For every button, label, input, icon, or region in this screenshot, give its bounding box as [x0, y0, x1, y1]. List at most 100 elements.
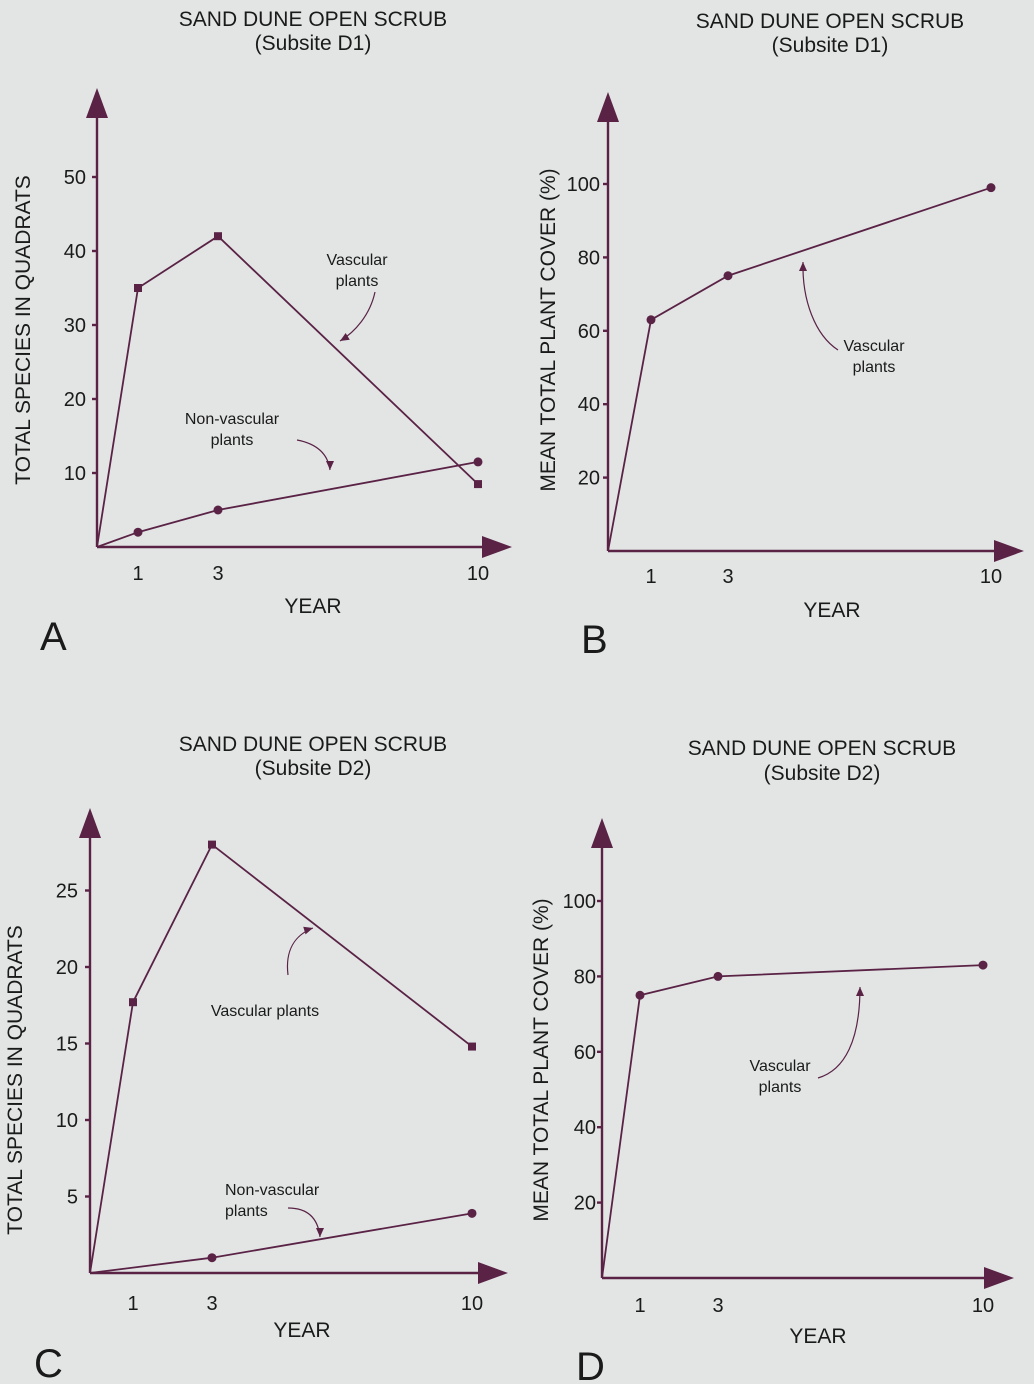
annotation-line: plants: [759, 1079, 802, 1096]
y-tick-label: 40: [578, 394, 600, 416]
x-axis-label: YEAR: [803, 599, 860, 622]
annotation-line: Vascular: [326, 252, 388, 269]
y-tick-label: 100: [563, 891, 596, 913]
data-point: [986, 183, 996, 193]
x-tick-label: 10: [972, 1295, 994, 1317]
series-non-vascular-plants: [89, 1208, 477, 1274]
x-axis-label: YEAR: [284, 595, 341, 618]
data-point: [134, 284, 142, 292]
series-vascular-plants: [96, 232, 482, 548]
panel-letter: B: [581, 618, 608, 662]
series-line: [601, 964, 984, 1279]
data-point: [635, 990, 645, 1000]
x-tick-label: 3: [212, 563, 223, 585]
panel-letter: A: [40, 615, 67, 659]
series-line: [607, 186, 992, 552]
x-axis-arrow: [478, 1262, 508, 1284]
series-vascular-plants: [601, 960, 988, 1279]
y-tick-label: 30: [64, 315, 86, 337]
chart-subtitle: (Subsite D1): [255, 32, 372, 55]
y-axis-label: TOTAL SPECIES IN QUADRATS: [4, 925, 27, 1235]
annotation-line: Vascular: [843, 338, 905, 355]
chart-subtitle: (Subsite D1): [772, 34, 889, 57]
annotation-leader: [287, 1207, 321, 1238]
series-non-vascular-plants: [96, 457, 483, 548]
x-tick-label: 10: [461, 1293, 483, 1315]
annotation-leader: [286, 927, 314, 976]
data-point: [468, 1042, 476, 1051]
y-axis-arrow: [597, 92, 619, 122]
chart-title: SAND DUNE OPEN SCRUB: [179, 733, 447, 756]
annotation-line: Vascular plants: [211, 1003, 319, 1020]
y-tick-label: 80: [578, 247, 600, 269]
y-tick-label: 20: [578, 468, 600, 490]
data-point: [473, 457, 483, 467]
data-point: [978, 960, 988, 970]
annotation-arrowhead: [316, 1228, 324, 1237]
annotation-label: Vascular plants: [749, 1058, 811, 1096]
y-tick-label: 20: [64, 389, 86, 411]
data-point: [129, 998, 137, 1007]
data-point: [646, 315, 656, 325]
chart-panel-b: SAND DUNE OPEN SCRUB(Subsite D1) 1 3 10 20 40…: [537, 10, 1024, 662]
series-vascular-plants: [89, 840, 476, 1274]
y-tick-label: 60: [574, 1042, 596, 1064]
annotation-arrowhead: [799, 262, 807, 271]
series-line: [96, 461, 479, 548]
data-point: [213, 505, 223, 515]
x-tick-label: 1: [132, 563, 143, 585]
series-line: [89, 843, 473, 1274]
y-tick-label: 20: [56, 957, 78, 979]
data-point: [474, 480, 482, 489]
data-point: [214, 232, 222, 241]
x-tick-label: 3: [712, 1295, 723, 1317]
x-axis-label: YEAR: [273, 1319, 330, 1342]
annotation-line: plants: [853, 359, 896, 376]
annotation-arrowhead: [856, 987, 864, 996]
annotation-line: Non-vascular: [185, 411, 280, 428]
annotation-label: Non-vascular plants: [225, 1182, 320, 1220]
x-tick-label: 1: [127, 1293, 138, 1315]
annotation-leader: [296, 439, 331, 471]
chart-title: SAND DUNE OPEN SCRUB: [179, 8, 447, 31]
annotation-line: Non-vascular: [225, 1182, 320, 1199]
x-tick-label: 10: [980, 566, 1002, 588]
panel-letter: C: [34, 1342, 63, 1384]
annotation-arrowhead: [326, 461, 334, 470]
y-axis-arrow: [79, 808, 101, 838]
chart-subtitle: (Subsite D2): [255, 757, 372, 780]
x-axis-arrow: [994, 540, 1024, 562]
series-vascular-plants: [607, 183, 996, 552]
data-point: [133, 527, 143, 537]
x-axis-label: YEAR: [789, 1325, 846, 1348]
x-tick-label: 10: [467, 563, 489, 585]
annotation-line: plants: [336, 273, 379, 290]
y-axis-arrow: [591, 818, 613, 848]
x-axis-arrow: [482, 536, 512, 558]
y-tick-label: 60: [578, 321, 600, 343]
data-point: [713, 971, 723, 981]
x-tick-label: 1: [645, 566, 656, 588]
y-tick-label: 80: [574, 966, 596, 988]
data-point: [207, 1253, 217, 1263]
chart-panel-a: SAND DUNE OPEN SCRUB(Subsite D1) 1 3 10 10 20…: [12, 8, 512, 659]
series-line: [96, 235, 479, 548]
chart-subtitle: (Subsite D2): [764, 762, 881, 785]
annotation-label: Non-vascular plants: [185, 411, 280, 449]
y-axis-label: MEAN TOTAL PLANT COVER (%): [530, 898, 553, 1221]
data-point: [208, 840, 216, 849]
annotation-arrowhead: [340, 332, 350, 341]
annotation-line: Vascular: [749, 1058, 811, 1075]
annotation-label: Vascular plants: [326, 252, 388, 290]
y-tick-label: 40: [574, 1117, 596, 1139]
y-axis-label: TOTAL SPECIES IN QUADRATS: [12, 175, 35, 485]
chart-panel-c: SAND DUNE OPEN SCRUB(Subsite D2) 1 3 10 5 10 1…: [4, 733, 508, 1384]
y-tick-label: 25: [56, 881, 78, 903]
data-point: [723, 271, 733, 281]
x-tick-label: 1: [634, 1295, 645, 1317]
x-tick-label: 3: [722, 566, 733, 588]
annotation-line: plants: [211, 432, 254, 449]
chart-title: SAND DUNE OPEN SCRUB: [688, 737, 956, 760]
y-tick-label: 100: [567, 174, 600, 196]
